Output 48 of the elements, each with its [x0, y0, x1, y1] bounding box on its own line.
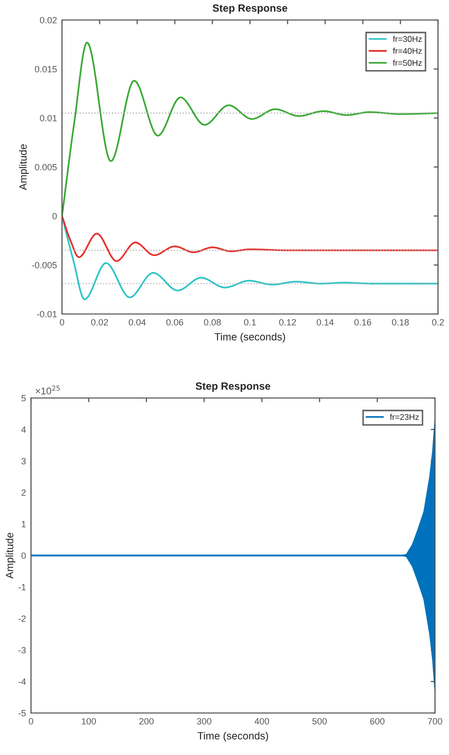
y-tick-label: -4: [18, 678, 26, 685]
y-tick-label: 2: [22, 489, 26, 496]
y-tick-label: 4: [21, 426, 26, 433]
y-tick-label: 1: [22, 521, 26, 528]
x-tick-label: 0.2: [432, 319, 444, 326]
y-tick-label: 0.015: [34, 66, 57, 72]
legend-label: fr=50Hz: [392, 60, 422, 66]
x-tick-label: 0.14: [316, 319, 334, 326]
y-tick-label: -3: [18, 646, 26, 654]
x-tick-label: 0: [28, 718, 34, 724]
x-tick-label: 700: [428, 718, 442, 724]
x-tick-label: 0: [60, 319, 64, 326]
x-tick-label: 0.12: [279, 319, 296, 326]
chart-title: Step Response: [212, 4, 288, 14]
x-tick-label: 200: [139, 718, 154, 724]
y-tick-label: -2: [18, 615, 26, 622]
x-tick-label: 100: [82, 718, 96, 724]
y-tick-label: 5: [21, 395, 26, 402]
y-tick-label: -0.01: [36, 310, 57, 318]
y-tick-label: -5: [18, 710, 26, 716]
legend-label: fr=23Hz: [390, 414, 419, 420]
x-tick-label: 0.04: [128, 319, 146, 326]
x-tick-label: 0.02: [91, 319, 108, 326]
y-axis-title: Amplitude: [6, 532, 16, 579]
x-tick-label: 0.1: [244, 319, 256, 326]
y-tick-label: 0.01: [40, 114, 57, 122]
x-tick-label: 0.08: [204, 319, 221, 326]
x-tick-label: 500: [312, 718, 327, 724]
x-tick-label: 0.18: [392, 319, 409, 326]
y-tick-label: 0.005: [34, 164, 57, 170]
x-axis-title: Time (seconds): [214, 332, 286, 343]
x-tick-label: 0.06: [166, 319, 184, 326]
x-tick-label: 400: [254, 718, 270, 724]
y-tick-label: 3: [21, 458, 26, 464]
y-tick-label: 0: [52, 212, 57, 220]
y-tick-label: 0: [21, 552, 26, 559]
y-tick-label: 0.02: [40, 16, 57, 24]
x-tick-label: 300: [196, 718, 212, 724]
x-tick-label: 600: [370, 718, 384, 724]
chart-title: Step Response: [196, 382, 270, 392]
y-axis-title: Amplitude: [19, 144, 29, 190]
y-tick-label: -1: [18, 584, 26, 590]
legend-label: fr=40Hz: [392, 48, 422, 54]
y-tick-label: -0.005: [32, 262, 57, 268]
text: ×10$^{25}$: [36, 386, 60, 394]
x-tick-label: 0.16: [354, 319, 372, 326]
legend-label: fr=30Hz: [392, 36, 422, 42]
x-axis-title: Time (seconds): [198, 732, 268, 742]
